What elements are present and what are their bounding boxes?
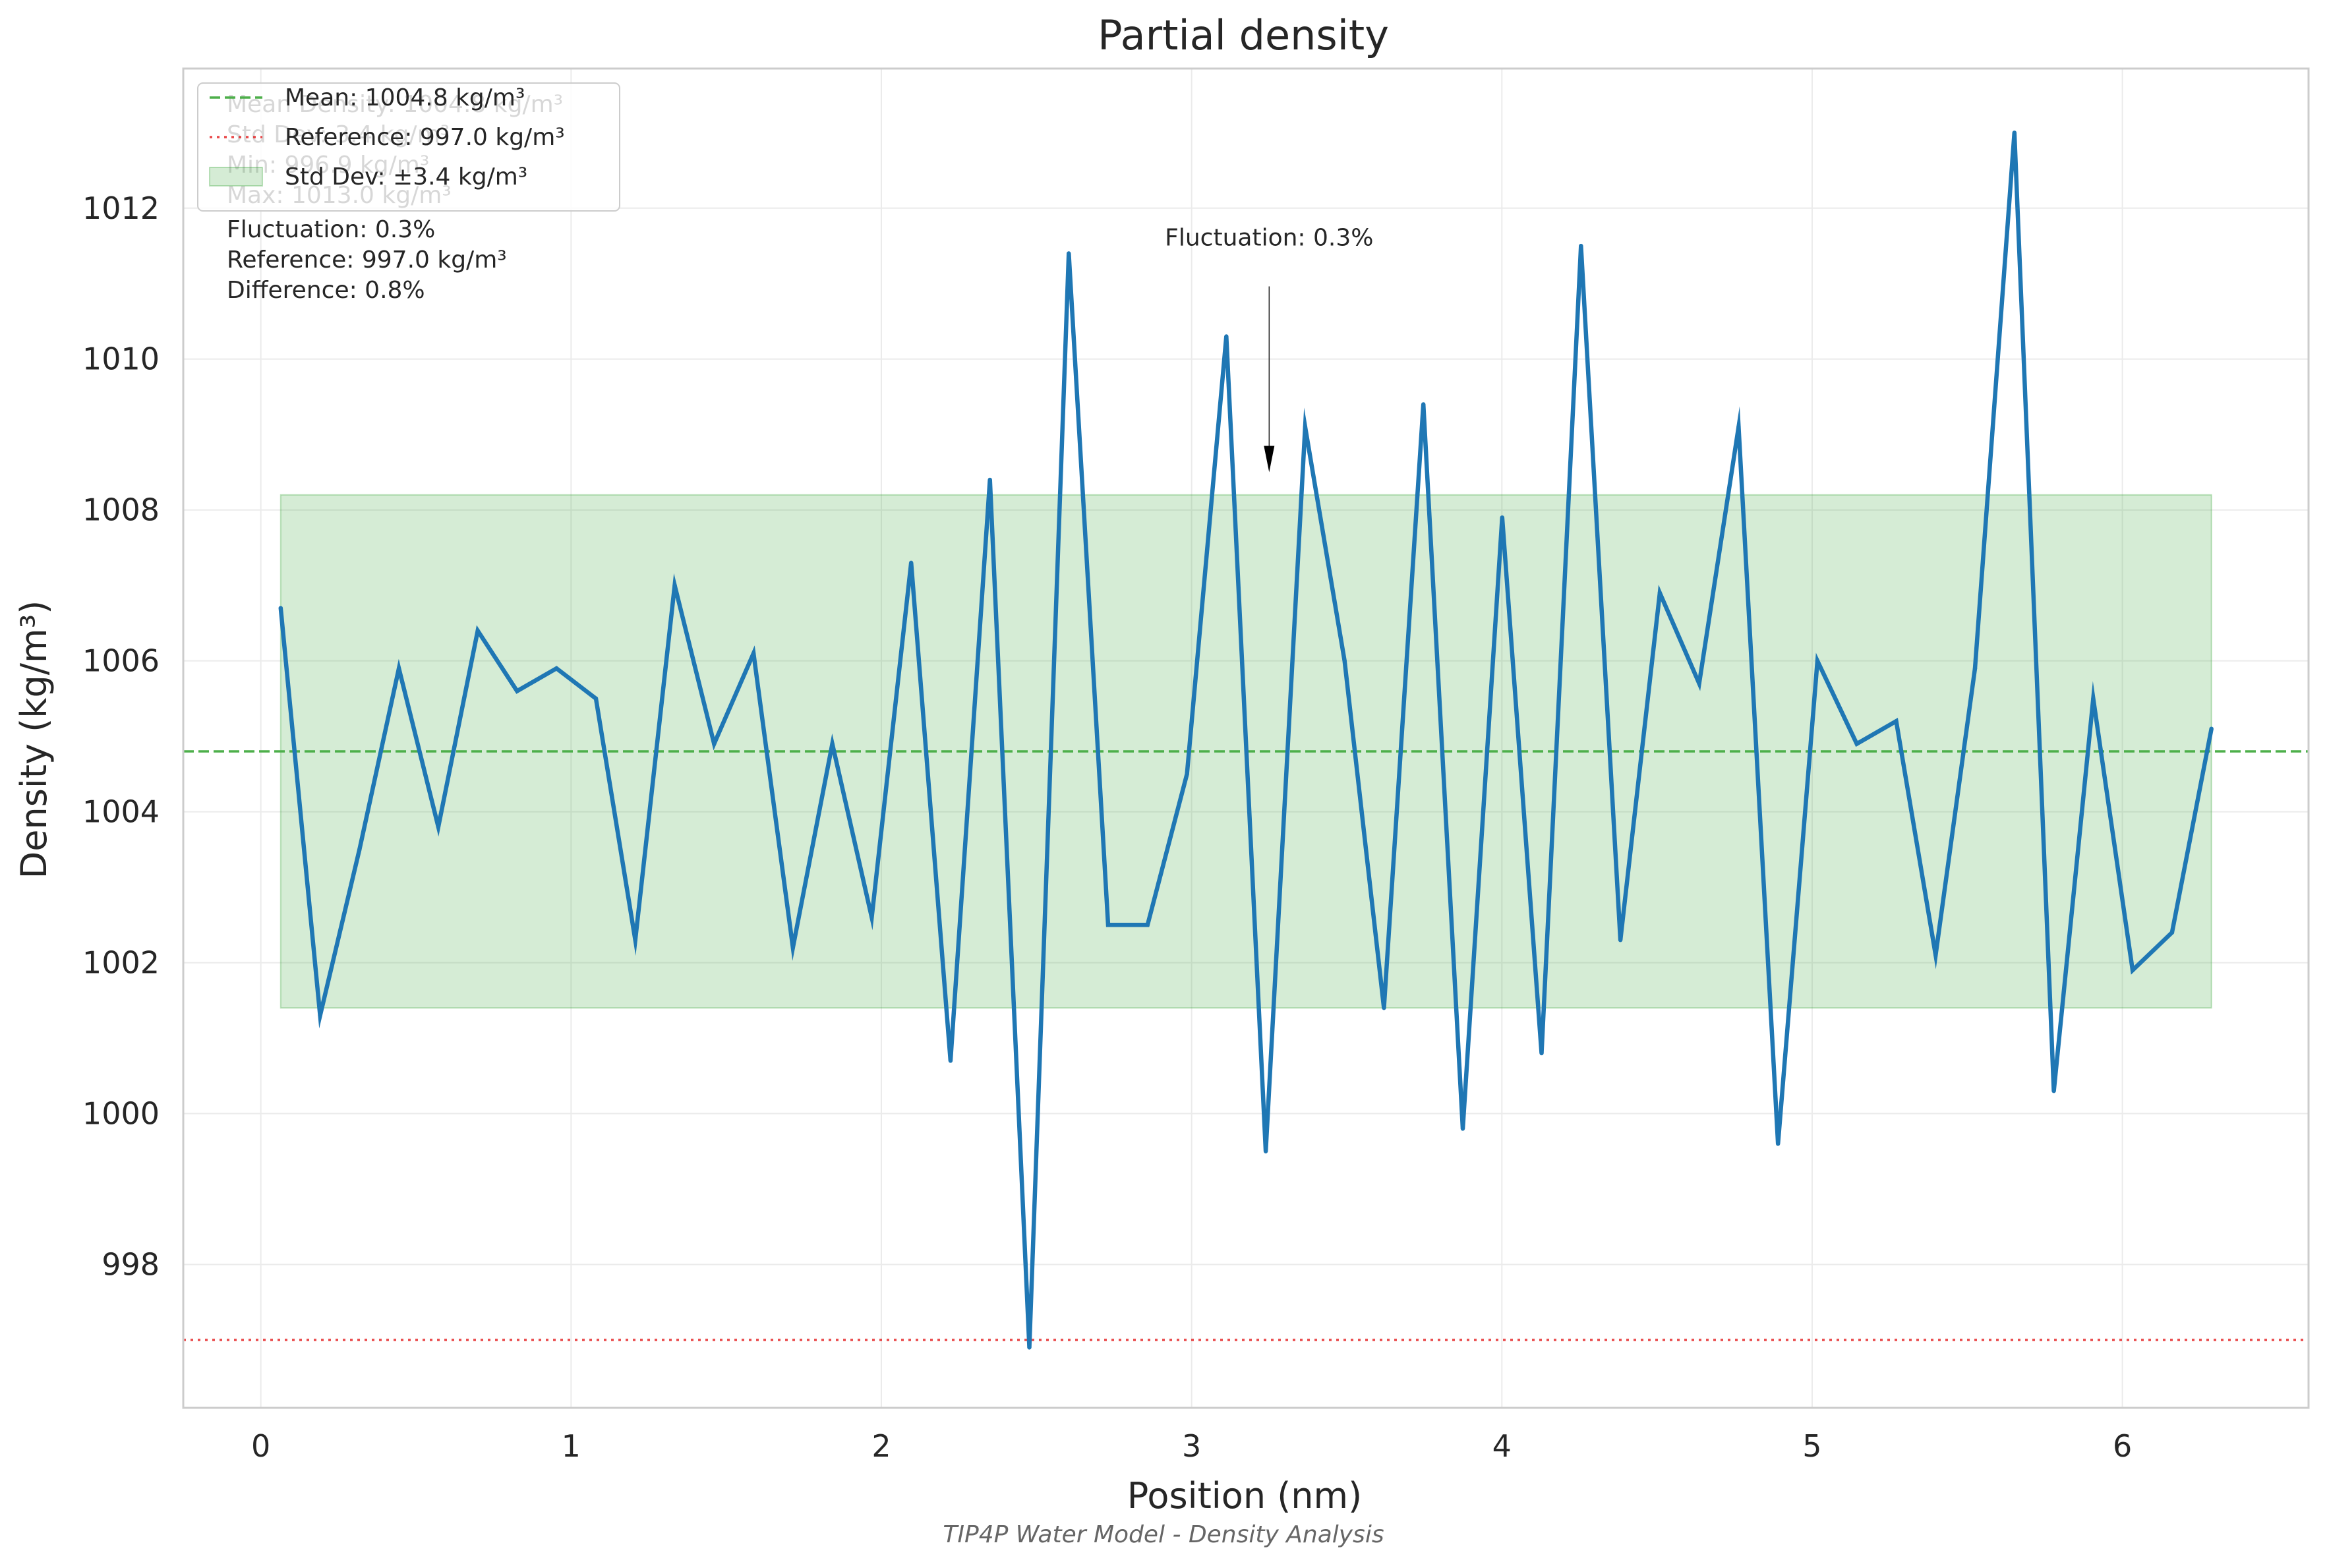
data-point <box>1775 1142 1781 1146</box>
x-tick-label: 5 <box>1802 1428 1821 1464</box>
data-point <box>1697 681 1701 686</box>
chart-title: Partial density <box>1098 11 1389 59</box>
data-point <box>1539 1051 1544 1056</box>
density-series-line <box>278 132 2214 1348</box>
data-point <box>1263 1149 1268 1153</box>
data-point <box>1224 334 1229 339</box>
data-point <box>2130 968 2135 973</box>
data-point <box>672 583 677 588</box>
annotation-text: Fluctuation: 0.3% <box>1165 224 1373 251</box>
y-tick-label: 1008 <box>82 492 160 528</box>
data-point <box>593 696 599 701</box>
data-point <box>436 825 441 829</box>
data-point <box>1933 952 1938 958</box>
data-point <box>515 689 519 693</box>
data-point <box>948 1059 953 1063</box>
data-point <box>2091 696 2096 701</box>
stats-text: Fluctuation: 0.3% <box>227 216 435 243</box>
data-point <box>1027 1345 1032 1350</box>
axes-frame <box>182 67 2310 1409</box>
data-point <box>908 560 914 566</box>
x-tick-label: 2 <box>871 1428 891 1464</box>
x-tick-label: 0 <box>251 1428 270 1464</box>
y-tick-label: 1004 <box>82 794 160 830</box>
data-point <box>1815 658 1820 663</box>
x-tick-label: 6 <box>2113 1428 2132 1464</box>
legend-box <box>197 82 620 212</box>
y-tick-label: 1010 <box>82 341 160 377</box>
annotation-arrowhead <box>1264 446 1275 473</box>
data-point <box>1657 591 1663 595</box>
x-tick-label: 1 <box>562 1428 581 1464</box>
data-point <box>2012 131 2017 135</box>
data-point <box>712 741 717 746</box>
y-tick-label: 998 <box>102 1246 160 1282</box>
legend-std-swatch <box>209 167 263 187</box>
data-point <box>1421 402 1426 407</box>
data-point <box>1500 515 1504 520</box>
y-tick-label: 1006 <box>82 643 160 679</box>
x-tick-label: 4 <box>1492 1428 1512 1464</box>
data-point <box>2051 1088 2056 1093</box>
data-point <box>1303 424 1308 429</box>
x-axis-label: Position (nm) <box>1127 1475 1362 1517</box>
y-tick-label: 1012 <box>82 190 160 226</box>
data-point <box>475 628 480 633</box>
legend-label: Reference: 997.0 kg/m³ <box>285 124 565 151</box>
data-point <box>1579 243 1583 248</box>
legend-label: Std Dev: ±3.4 kg/m³ <box>285 163 527 190</box>
data-point <box>357 847 362 852</box>
data-point <box>869 915 874 920</box>
stats-text: Difference: 0.8% <box>227 277 425 304</box>
data-point <box>1105 923 1111 927</box>
data-point <box>2169 930 2175 935</box>
x-tick-label: 3 <box>1182 1428 1201 1464</box>
data-point <box>554 666 559 671</box>
stats-text: Reference: 997.0 kg/m³ <box>227 247 507 274</box>
data-point <box>396 666 401 671</box>
data-point <box>318 1013 322 1018</box>
data-point <box>1067 251 1071 256</box>
data-point <box>751 651 756 656</box>
data-point <box>2209 726 2214 731</box>
data-point <box>1972 666 1978 671</box>
data-point <box>1382 1006 1386 1010</box>
data-point <box>1618 938 1623 943</box>
y-axis-label: Density (kg/m³) <box>13 600 55 879</box>
data-point <box>1342 658 1347 663</box>
data-point <box>1736 424 1741 429</box>
data-point <box>987 477 992 482</box>
data-point <box>1185 772 1189 776</box>
legend-label: Mean: 1004.8 kg/m³ <box>285 84 525 111</box>
data-point <box>278 606 283 610</box>
data-point <box>1460 1126 1465 1131</box>
y-tick-label: 1000 <box>82 1096 160 1132</box>
data-point <box>633 938 637 943</box>
data-point <box>1894 719 1899 724</box>
figure-caption: TIP4P Water Model - Density Analysis <box>943 1521 1384 1548</box>
data-point <box>830 741 835 746</box>
data-point <box>1145 923 1150 927</box>
data-point <box>1854 741 1859 746</box>
y-tick-label: 1002 <box>82 945 160 981</box>
data-point <box>790 945 796 950</box>
